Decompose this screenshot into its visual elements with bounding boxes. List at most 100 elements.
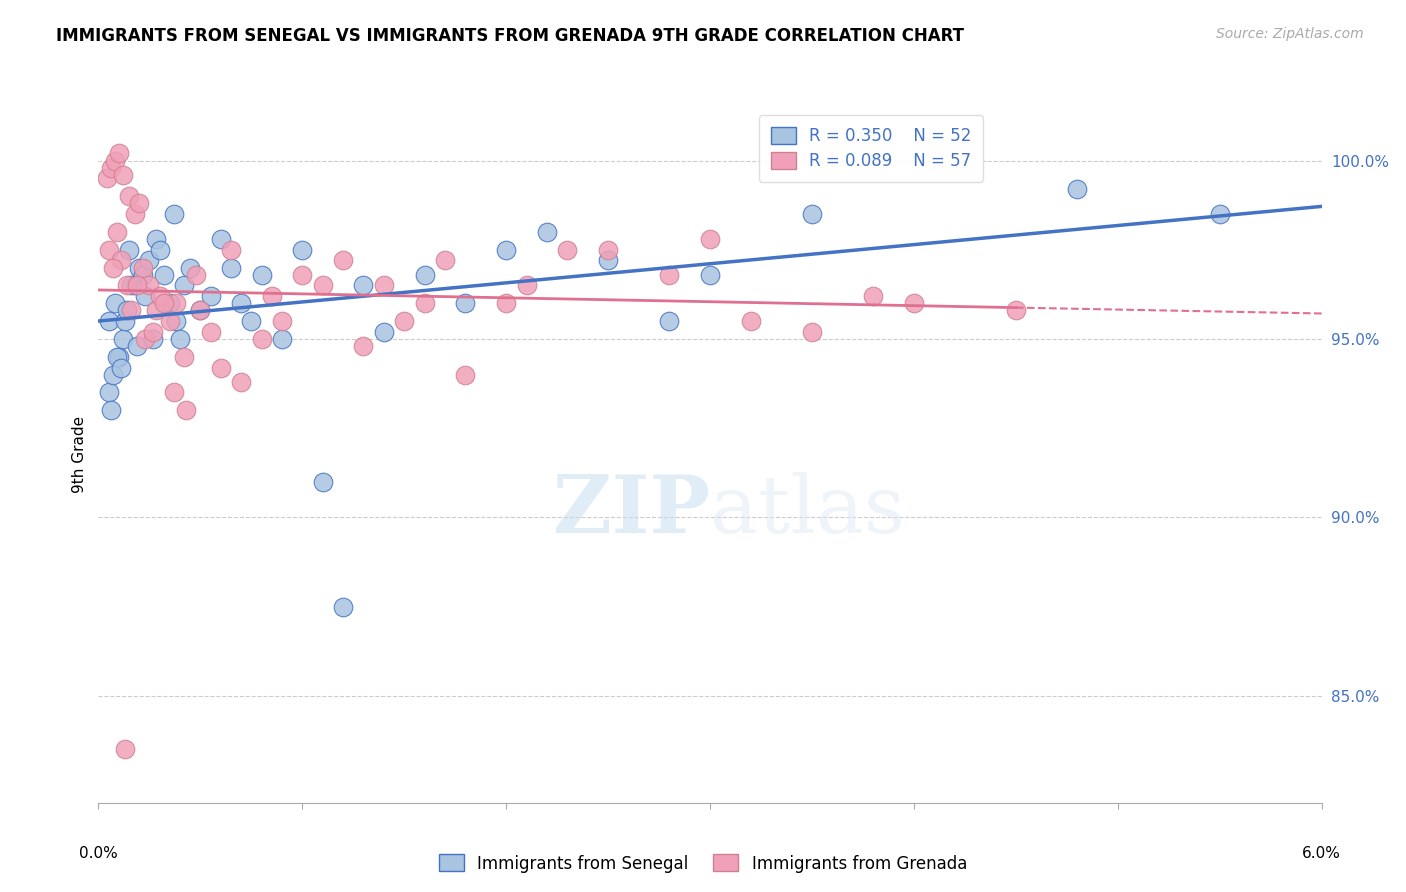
- Point: [173, 278, 195, 293]
- Point: [495, 243, 517, 257]
- Point: [165, 314, 187, 328]
- Point: [219, 260, 242, 275]
- Y-axis label: 9th Grade: 9th Grade: [72, 417, 87, 493]
- Point: [413, 296, 436, 310]
- Point: [699, 232, 721, 246]
- Point: [291, 243, 314, 257]
- Point: [433, 253, 456, 268]
- Point: [128, 260, 150, 275]
- Point: [515, 278, 537, 293]
- Point: [219, 243, 242, 257]
- Point: [110, 253, 132, 268]
- Point: [127, 339, 149, 353]
- Point: [138, 278, 160, 293]
- Point: [104, 296, 127, 310]
- Point: [134, 289, 156, 303]
- Point: [100, 403, 122, 417]
- Point: [200, 289, 222, 303]
- Point: [142, 332, 165, 346]
- Point: [188, 303, 211, 318]
- Point: [174, 403, 197, 417]
- Point: [159, 296, 181, 310]
- Point: [179, 260, 201, 275]
- Point: [118, 189, 141, 203]
- Point: [149, 243, 172, 257]
- Point: [740, 314, 762, 328]
- Point: [250, 332, 273, 346]
- Text: IMMIGRANTS FROM SENEGAL VS IMMIGRANTS FROM GRENADA 9TH GRADE CORRELATION CHART: IMMIGRANTS FROM SENEGAL VS IMMIGRANTS FR…: [56, 27, 965, 45]
- Point: [260, 289, 283, 303]
- Point: [658, 314, 681, 328]
- Point: [173, 350, 195, 364]
- Point: [801, 325, 824, 339]
- Point: [101, 368, 124, 382]
- Point: [97, 314, 120, 328]
- Point: [250, 268, 273, 282]
- Text: atlas: atlas: [710, 472, 905, 549]
- Point: [454, 368, 477, 382]
- Point: [111, 168, 134, 182]
- Point: [152, 296, 174, 310]
- Point: [658, 268, 681, 282]
- Point: [1004, 303, 1026, 318]
- Point: [134, 332, 156, 346]
- Point: [124, 207, 146, 221]
- Point: [108, 146, 131, 161]
- Point: [229, 296, 253, 310]
- Point: [165, 296, 187, 310]
- Point: [145, 303, 167, 318]
- Point: [373, 278, 395, 293]
- Point: [118, 243, 141, 257]
- Point: [291, 268, 314, 282]
- Point: [114, 314, 136, 328]
- Point: [454, 296, 477, 310]
- Point: [149, 289, 172, 303]
- Point: [152, 268, 174, 282]
- Point: [903, 296, 925, 310]
- Point: [128, 196, 150, 211]
- Text: 6.0%: 6.0%: [1302, 846, 1341, 861]
- Point: [862, 289, 884, 303]
- Point: [163, 207, 186, 221]
- Point: [352, 339, 374, 353]
- Point: [145, 232, 167, 246]
- Point: [132, 268, 155, 282]
- Point: [209, 360, 232, 375]
- Point: [555, 243, 579, 257]
- Point: [229, 375, 253, 389]
- Point: [132, 260, 155, 275]
- Point: [311, 475, 335, 489]
- Point: [111, 332, 134, 346]
- Point: [596, 253, 619, 268]
- Point: [240, 314, 263, 328]
- Point: [101, 260, 124, 275]
- Point: [392, 314, 416, 328]
- Point: [105, 350, 128, 364]
- Point: [105, 225, 128, 239]
- Point: [352, 278, 374, 293]
- Point: [169, 332, 191, 346]
- Point: [188, 303, 211, 318]
- Point: [311, 278, 335, 293]
- Point: [413, 268, 436, 282]
- Point: [186, 268, 208, 282]
- Text: Source: ZipAtlas.com: Source: ZipAtlas.com: [1216, 27, 1364, 41]
- Point: [270, 314, 292, 328]
- Point: [127, 278, 149, 293]
- Point: [159, 314, 181, 328]
- Point: [163, 385, 186, 400]
- Point: [1208, 207, 1230, 221]
- Legend: R = 0.350    N = 52, R = 0.089    N = 57: R = 0.350 N = 52, R = 0.089 N = 57: [759, 115, 983, 182]
- Point: [96, 171, 118, 186]
- Point: [108, 350, 131, 364]
- Point: [97, 385, 120, 400]
- Point: [200, 325, 222, 339]
- Text: 0.0%: 0.0%: [79, 846, 118, 861]
- Legend: Immigrants from Senegal, Immigrants from Grenada: Immigrants from Senegal, Immigrants from…: [432, 847, 974, 880]
- Point: [332, 253, 354, 268]
- Point: [536, 225, 558, 239]
- Point: [115, 303, 138, 318]
- Text: ZIP: ZIP: [553, 472, 710, 549]
- Point: [97, 243, 120, 257]
- Point: [596, 243, 619, 257]
